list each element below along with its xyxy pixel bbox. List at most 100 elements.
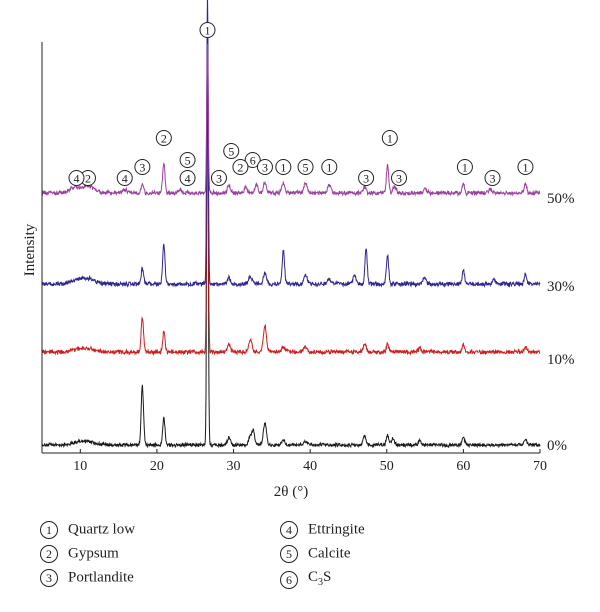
peak-marker-number: 3 [216, 172, 222, 186]
peak-marker-number: 1 [522, 161, 528, 175]
y-axis-title: Intensity [22, 223, 38, 276]
peak-marker-number: 1 [326, 161, 332, 175]
peak-marker-number: 4 [185, 172, 191, 186]
peak-marker: 2 [232, 159, 249, 175]
legend-item-gypsum: 2 Gypsum [40, 544, 119, 563]
peak-marker-circle [321, 159, 338, 175]
peak-marker-circle [210, 170, 227, 186]
peak-marker-circle [275, 159, 292, 175]
peak-marker: 4 [68, 170, 85, 186]
legend-item-calcite: 5 Calcite [280, 544, 350, 563]
peak-marker-number: 1 [462, 161, 468, 175]
series-label-layer: 0% 10% 30% 50% [547, 191, 575, 454]
legend-number-badge: 5 [280, 544, 298, 563]
peak-marker-circle [68, 170, 85, 186]
legend-number-badge: 6 [280, 571, 298, 589]
peak-marker-number: 5 [228, 145, 234, 159]
peak-marker-number: 2 [85, 172, 91, 186]
peak-marker: 6 [244, 152, 261, 168]
series-label-0pct: 0% [547, 438, 567, 454]
series-label-50pct: 50% [547, 191, 575, 207]
legend-number-badge: 1 [40, 520, 58, 539]
peak-marker-number: 1 [204, 24, 210, 38]
peak-marker-circle [155, 130, 172, 146]
peak-marker: 5 [297, 159, 314, 175]
x-tick-label: 10 [73, 459, 87, 474]
x-tick-layer: 10 20 30 40 50 60 70 [73, 449, 547, 474]
peak-marker: 3 [210, 170, 227, 186]
peak-marker: 4 [179, 170, 196, 186]
peak-marker-circle [134, 159, 151, 175]
legend-label: Ettringite [308, 521, 365, 538]
peak-marker-number: 5 [303, 161, 309, 175]
peak-marker: 1 [321, 159, 338, 175]
legend-item-portlandite: 3 Portlandite [40, 568, 134, 587]
series-label-30pct: 30% [547, 279, 575, 295]
peak-marker-circle [179, 152, 196, 168]
legend-number-badge: 4 [280, 520, 298, 539]
peak-marker-circle [179, 170, 196, 186]
peak-marker-circle [517, 159, 534, 175]
x-axis-title: 2θ (°) [274, 484, 308, 500]
peak-marker: 2 [155, 130, 172, 146]
peak-marker-number: 3 [139, 161, 145, 175]
peak-marker-number: 3 [489, 172, 495, 186]
series-line-0pct [41, 64, 541, 449]
peak-marker-circle [199, 22, 216, 38]
legend-label: Gypsum [68, 545, 119, 562]
peak-marker-circle [232, 159, 249, 175]
peak-marker: 3 [134, 159, 151, 175]
peak-marker: 1 [275, 159, 292, 175]
peak-marker: 4 [116, 170, 133, 186]
legend-item-quartz: 1 Quartz low [40, 520, 135, 539]
peak-marker-number: 2 [237, 161, 243, 175]
peak-marker-circle [244, 152, 261, 168]
peak-marker-circle [391, 170, 408, 186]
peak-marker-circle [484, 170, 501, 186]
x-tick-label: 40 [303, 459, 317, 474]
x-tick-label: 50 [380, 459, 394, 474]
series-line-50pct [41, 43, 541, 198]
legend-label: Quartz low [68, 521, 136, 538]
peak-marker-circle [381, 130, 398, 146]
peak-marker: 1 [456, 159, 473, 175]
peak-marker-number: 5 [185, 154, 191, 168]
peak-marker: 5 [179, 152, 196, 168]
legend-label: C3S [308, 569, 332, 588]
peak-marker: 1 [381, 130, 398, 146]
legend-number-badge: 3 [40, 568, 58, 587]
legend-item-c3s: 6 C3S [280, 568, 331, 592]
x-tick-label: 60 [456, 459, 470, 474]
series-layer [41, 0, 541, 449]
peak-marker-number: 2 [161, 132, 167, 146]
peak-marker-number: 3 [363, 172, 369, 186]
peak-marker-number: 4 [122, 172, 128, 186]
peak-marker: 1 [517, 159, 534, 175]
series-line-10pct [41, 32, 541, 356]
peak-marker-number: 3 [262, 161, 268, 175]
series-label-10pct: 10% [547, 352, 575, 368]
peak-marker-circle [297, 159, 314, 175]
legend-number-badge: 2 [40, 544, 58, 563]
peak-marker: 5 [223, 143, 240, 159]
peak-marker-circle [256, 159, 273, 175]
legend-label: Portlandite [68, 569, 134, 586]
x-tick-label: 70 [533, 459, 547, 474]
peak-marker: 3 [484, 170, 501, 186]
peak-marker-number: 1 [280, 161, 286, 175]
peak-marker: 3 [391, 170, 408, 186]
x-tick-label: 20 [150, 459, 164, 474]
peak-marker-circle [358, 170, 375, 186]
peak-marker-circle [116, 170, 133, 186]
peak-marker: 3 [358, 170, 375, 186]
peak-marker-circle [456, 159, 473, 175]
peak-marker: 1 [199, 22, 216, 38]
legend-label: Calcite [308, 545, 351, 562]
series-line-30pct [41, 0, 541, 288]
legend-item-ettringite: 4 Ettringite [280, 520, 365, 539]
peak-marker-number: 3 [396, 172, 402, 186]
peak-marker-number: 4 [73, 172, 79, 186]
peak-marker: 3 [256, 159, 273, 175]
